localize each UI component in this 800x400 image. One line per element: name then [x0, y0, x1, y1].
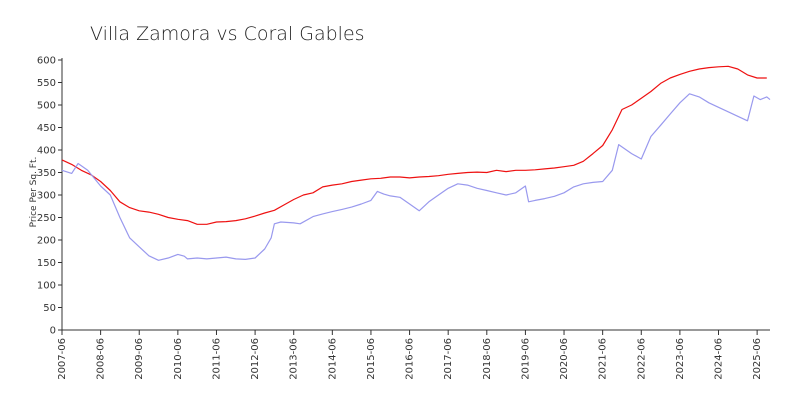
series-line-2: [61, 93, 771, 261]
y-axis-label: Price Per Sq. Ft.: [29, 157, 39, 228]
y-tick-label: 200: [37, 236, 56, 247]
y-tick-label: 450: [37, 123, 56, 134]
x-axis: 2007-06 2008-06 2009-06 2010-06 2011-06 2012-…: [57, 329, 770, 380]
y-tick-label: 600: [37, 56, 56, 67]
x-tick-label: 2024-06: [714, 338, 725, 380]
x-tick-label: 2018-06: [482, 338, 493, 380]
x-tick-label: 2020-06: [559, 338, 570, 380]
y-tick-label: 400: [37, 146, 56, 157]
y-axis: 0 50 100 150 200 250 300 350 400 450 500 550 600: [37, 56, 63, 337]
x-tick-label: 2023-06: [675, 338, 686, 380]
series-container: [61, 65, 771, 261]
x-tick-label: 2009-06: [134, 338, 145, 380]
x-tick-label: 2015-06: [366, 338, 377, 380]
x-tick-label: 2021-06: [598, 338, 609, 380]
chart-title: Villa Zamora vs Coral Gables: [90, 23, 365, 45]
x-tick-label: 2008-06: [96, 338, 107, 380]
x-tick-label: 2013-06: [289, 338, 300, 380]
y-tick-label: 550: [37, 78, 56, 89]
x-tick-label: 2014-06: [327, 338, 338, 380]
series-line-1: [61, 65, 767, 225]
x-tick-label: 2016-06: [405, 338, 416, 380]
y-tick-label: 150: [37, 258, 56, 269]
y-tick-label: 50: [43, 303, 56, 314]
y-tick-label: 300: [37, 191, 56, 202]
y-tick-label: 250: [37, 213, 56, 224]
x-tick-label: 2012-06: [250, 338, 261, 380]
y-tick-label: 100: [37, 281, 56, 292]
x-tick-label: 2019-06: [520, 338, 531, 380]
y-tick-label: 350: [37, 168, 56, 179]
x-tick-label: 2025-06: [752, 338, 763, 380]
x-tick-label: 2017-06: [443, 338, 454, 380]
x-tick-label: 2007-06: [57, 338, 68, 380]
x-tick-label: 2010-06: [173, 338, 184, 380]
x-tick-label: 2011-06: [211, 338, 222, 380]
x-tick-label: 2022-06: [636, 338, 647, 380]
y-tick-label: 500: [37, 101, 56, 112]
y-tick-label: 0: [50, 326, 56, 337]
